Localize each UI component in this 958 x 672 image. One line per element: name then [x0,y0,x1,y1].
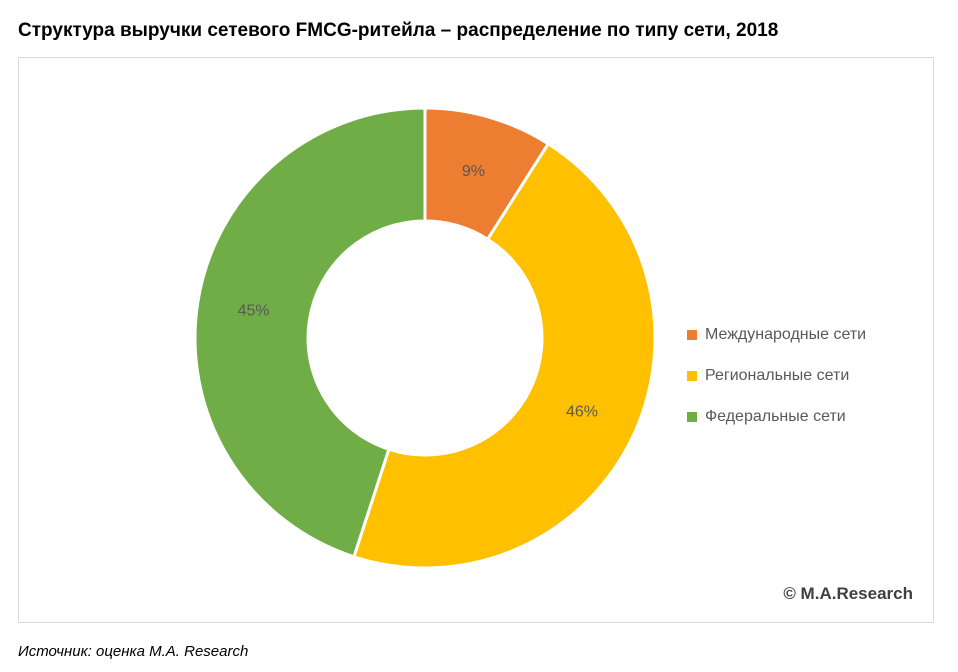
legend-swatch-1 [687,329,697,340]
data-label-1: 9% [462,163,485,180]
legend-label-3: Федеральные сети [705,407,846,425]
copyright-watermark: © M.A.Research [783,584,913,603]
donut-chart: 9% 46% 45% [193,106,657,570]
donut-slice-2 [352,141,657,570]
legend-item-2: Региональные сети [687,355,927,396]
chart-title: Структура выручки сетевого FMCG-ритейла … [18,20,779,41]
legend-item-1: Международные сети [687,314,927,355]
donut-slice-3 [193,106,427,559]
data-label-3: 45% [238,302,270,319]
legend-item-3: Федеральные сети [687,396,927,437]
legend-label-2: Региональные сети [705,366,850,384]
legend-swatch-2 [687,370,697,381]
chart-legend: Международные сети Региональные сети Федер… [687,314,927,437]
data-label-2: 46% [566,403,598,420]
source-note: Источник: оценка M.A. Research [18,643,249,660]
legend-swatch-3 [687,411,697,422]
legend-label-1: Международные сети [705,325,867,343]
chart-area: 9% 46% 45% Международные сети Региональные … [18,57,934,623]
